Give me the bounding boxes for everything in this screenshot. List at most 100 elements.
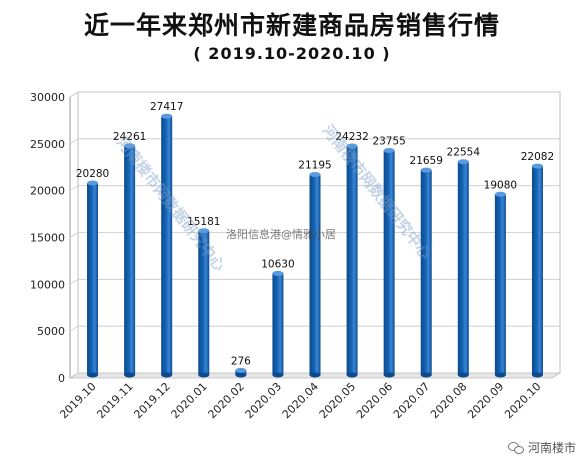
data-label: 19080	[484, 179, 517, 191]
bar-top	[346, 143, 358, 149]
bar-top	[198, 228, 210, 234]
x-tick-label: 2019.12	[131, 380, 172, 421]
bar-top	[235, 367, 247, 373]
chart-title: 近一年来郑州市新建商品房销售行情	[83, 11, 500, 40]
x-tick-label: 2019.10	[57, 380, 98, 421]
bar-top	[87, 180, 99, 186]
x-axis-ticks: 2019.102019.112019.122020.012020.022020.…	[57, 380, 543, 421]
bar	[124, 143, 136, 378]
bar	[87, 180, 99, 378]
source-badge: 河南楼市	[507, 439, 576, 456]
bar-body	[87, 183, 99, 375]
y-tick-label: 30000	[30, 91, 65, 104]
y-tick-label: 0	[58, 372, 65, 385]
x-tick-label: 2019.11	[94, 380, 135, 421]
bar-top	[420, 167, 432, 173]
bar	[309, 171, 321, 378]
data-label: 276	[231, 355, 251, 367]
bar-base	[124, 372, 136, 378]
x-tick-label: 2020.05	[317, 380, 358, 421]
data-label: 23755	[372, 135, 405, 147]
bar-base	[457, 372, 469, 378]
x-tick-label: 2020.06	[354, 380, 395, 421]
gridline-side	[69, 232, 79, 238]
gridline-side	[69, 278, 79, 285]
bar-base	[309, 372, 321, 378]
bar	[457, 159, 469, 378]
bar	[420, 167, 432, 378]
bar	[383, 147, 395, 378]
data-label: 22554	[447, 147, 481, 159]
bar-top	[494, 191, 506, 197]
data-label: 20280	[76, 168, 109, 180]
bar-body	[531, 166, 543, 375]
bar	[272, 270, 284, 378]
gridline-side	[69, 372, 79, 379]
y-tick-label: 15000	[30, 232, 65, 245]
gridline-side	[69, 91, 79, 98]
bar-body	[420, 170, 432, 375]
gridline-side	[69, 185, 79, 192]
data-label: 27417	[150, 101, 183, 113]
watermark-center: 洛阳信息港@情雅小居	[226, 227, 336, 241]
bar-top	[309, 171, 321, 177]
data-labels: 20280 24261 27417 15181 276 10630 21195 24232 23…	[76, 101, 554, 367]
data-label: 10630	[261, 258, 294, 270]
bar-base	[235, 372, 247, 378]
bar-body	[383, 150, 395, 375]
x-tick-label: 2020.08	[428, 380, 469, 421]
y-tick-label: 20000	[30, 185, 65, 198]
bar	[346, 143, 358, 378]
wechat-icon	[507, 441, 524, 454]
bar-body	[457, 161, 469, 375]
x-tick-label: 2020.02	[206, 380, 247, 421]
bar-base	[383, 372, 395, 378]
gridline-side	[69, 325, 79, 332]
data-label: 21195	[298, 159, 331, 171]
gridline-side	[69, 138, 79, 145]
bar-base	[420, 372, 432, 378]
bar-top	[457, 159, 469, 165]
bar-body	[198, 230, 210, 375]
bar-body	[494, 194, 506, 375]
data-label: 15181	[187, 216, 220, 228]
bar	[494, 191, 506, 378]
bar	[531, 163, 543, 378]
data-label: 22082	[521, 151, 554, 163]
bar-body	[272, 273, 284, 375]
bar-base	[198, 372, 210, 378]
bar-top	[272, 270, 284, 276]
x-tick-label: 2020.07	[391, 380, 432, 421]
y-axis-ticks: 0 5000 10000 15000 20000 25000 30000	[30, 91, 65, 385]
y-tick-label: 25000	[30, 138, 65, 151]
bar-body	[161, 116, 173, 376]
source-badge-label: 河南楼市	[527, 441, 576, 455]
x-tick-label: 2020.10	[502, 380, 543, 421]
bar	[198, 228, 210, 378]
bars	[87, 113, 543, 378]
bar	[161, 113, 173, 378]
chart-subtitle: ( 2019.10-2020.10 )	[193, 44, 391, 63]
data-label: 24232	[335, 131, 368, 143]
bar	[235, 367, 247, 378]
bar-base	[531, 372, 543, 378]
x-tick-label: 2020.09	[465, 380, 506, 421]
data-label: 21659	[410, 155, 443, 167]
bar-body	[309, 174, 321, 375]
y-tick-label: 5000	[37, 325, 65, 338]
x-tick-label: 2020.04	[280, 380, 321, 421]
data-label: 24261	[113, 131, 146, 143]
bar-top	[124, 143, 136, 149]
bar-base	[346, 372, 358, 378]
bar-base	[161, 372, 173, 378]
bar-base	[272, 372, 284, 378]
x-tick-label: 2020.01	[169, 380, 210, 421]
bar-base	[494, 372, 506, 378]
bar-body	[124, 145, 136, 375]
bar-top	[383, 147, 395, 153]
y-tick-label: 10000	[30, 278, 65, 291]
x-tick-label: 2020.03	[243, 380, 284, 421]
bar-top	[161, 113, 173, 119]
bar-body	[346, 146, 358, 375]
